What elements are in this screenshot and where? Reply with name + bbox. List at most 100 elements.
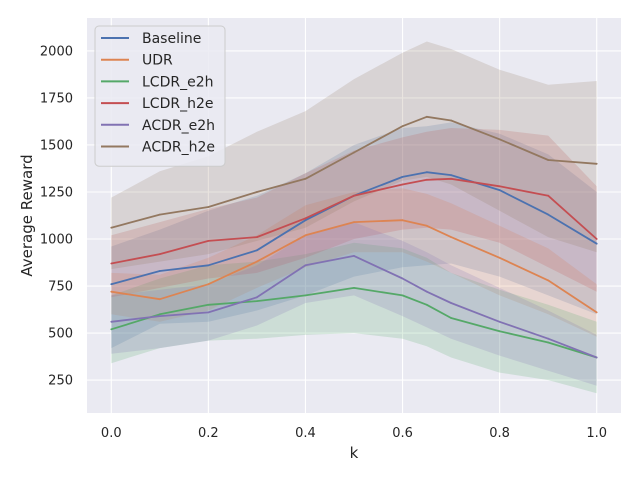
point-acdr-e2h — [547, 337, 550, 340]
point-udr — [353, 221, 355, 224]
point-acdr-e2h — [401, 277, 404, 280]
legend-frame — [94, 25, 226, 167]
point-udr — [304, 234, 307, 237]
point-acdr-e2h — [353, 255, 355, 257]
point-acdr-e2h — [207, 311, 210, 314]
point-acdr-h2e — [450, 119, 452, 122]
line-lcdr-e2h — [111, 287, 597, 359]
x-tick-label: 0.2 — [198, 426, 219, 441]
point-udr — [450, 236, 452, 239]
legend-label-baseline: Baseline — [142, 31, 201, 47]
point-acdr-h2e — [425, 115, 428, 118]
point-udr — [498, 256, 501, 259]
point-baseline — [595, 242, 598, 245]
x-tick-label: 1.0 — [586, 426, 607, 441]
y-tick-label: 750 — [48, 280, 73, 295]
point-udr — [401, 219, 404, 222]
point-lcdr-h2e — [498, 185, 501, 188]
point-acdr-h2e — [256, 191, 258, 193]
point-acdr-e2h — [595, 356, 598, 359]
point-udr — [207, 283, 210, 286]
point-acdr-e2h — [450, 302, 452, 304]
y-tick-label: 1500 — [40, 138, 73, 153]
line-lcdr-h2e — [111, 177, 598, 265]
point-baseline — [256, 249, 258, 252]
point-acdr-e2h — [158, 315, 161, 317]
point-lcdr-h2e — [401, 183, 404, 186]
y-tick-label: 2000 — [40, 44, 73, 59]
point-lcdr-e2h — [425, 303, 428, 306]
band-lcdr-h2e — [111, 128, 597, 298]
point-udr — [595, 311, 598, 314]
line-acdr-e2h — [111, 255, 598, 359]
y-tick-label: 1250 — [40, 185, 73, 200]
point-lcdr-h2e — [207, 240, 210, 242]
x-tick-label: 0.8 — [489, 426, 510, 441]
y-tick-label: 1750 — [40, 91, 73, 106]
point-acdr-h2e — [304, 177, 307, 180]
point-lcdr-h2e — [450, 177, 452, 180]
x-axis-label: k — [350, 444, 359, 462]
legend-label-lcdr-e2h: LCDR_e2h — [142, 74, 213, 90]
point-lcdr-e2h — [158, 313, 161, 316]
point-lcdr-e2h — [110, 328, 113, 331]
point-acdr-h2e — [207, 206, 210, 208]
legend-label-lcdr-h2e: LCDR_h2e — [142, 96, 213, 112]
point-lcdr-e2h — [207, 303, 210, 306]
point-lcdr-e2h — [498, 330, 501, 333]
line-acdr-h2e — [111, 115, 597, 229]
point-acdr-e2h — [425, 290, 428, 293]
y-tick-label: 250 — [48, 374, 73, 389]
point-acdr-e2h — [498, 320, 501, 323]
point-baseline — [498, 189, 501, 192]
series-lines — [110, 115, 598, 359]
y-axis-label: Average Reward — [18, 154, 36, 276]
point-baseline — [158, 270, 161, 272]
legend-label-acdr-h2e: ACDR_h2e — [142, 140, 215, 156]
point-lcdr-h2e — [595, 238, 598, 240]
point-lcdr-e2h — [304, 294, 307, 297]
point-acdr-h2e — [595, 162, 598, 165]
x-tick-label: 0.0 — [101, 426, 122, 441]
y-tick-label: 1000 — [40, 233, 73, 248]
point-lcdr-e2h — [401, 294, 404, 297]
legend-label-udr: UDR — [142, 53, 173, 69]
band-lcdr-e2h — [111, 242, 597, 394]
point-lcdr-e2h — [547, 341, 550, 344]
point-lcdr-h2e — [304, 217, 307, 220]
legend-label-acdr-e2h: ACDR_e2h — [142, 118, 215, 134]
point-udr — [110, 290, 113, 293]
point-lcdr-h2e — [425, 178, 428, 181]
point-acdr-h2e — [547, 159, 550, 161]
point-baseline — [425, 171, 428, 174]
point-lcdr-h2e — [353, 194, 355, 197]
point-lcdr-h2e — [256, 236, 258, 239]
point-acdr-h2e — [158, 213, 161, 216]
point-baseline — [547, 213, 550, 216]
point-lcdr-e2h — [353, 287, 355, 289]
band-baseline — [111, 122, 597, 349]
point-acdr-h2e — [110, 226, 113, 229]
line-baseline — [111, 171, 598, 286]
band-acdr-h2e — [111, 41, 597, 270]
point-baseline — [304, 219, 307, 222]
point-baseline — [110, 283, 113, 286]
y-axis-ticks: 250 500 750 1000 1250 1500 1750 2000 — [40, 44, 73, 388]
y-tick-label: 500 — [48, 327, 73, 342]
point-acdr-h2e — [353, 151, 355, 154]
point-udr — [256, 260, 258, 263]
point-acdr-e2h — [110, 320, 113, 323]
x-axis-ticks: 0.0 0.2 0.4 0.6 0.8 1.0 — [101, 426, 607, 441]
point-acdr-h2e — [498, 138, 501, 141]
point-lcdr-e2h — [450, 317, 452, 319]
band-acdr-e2h — [111, 222, 597, 386]
point-baseline — [401, 176, 404, 178]
point-udr — [158, 298, 161, 301]
point-lcdr-h2e — [158, 253, 161, 256]
point-udr — [425, 224, 428, 227]
x-tick-label: 0.6 — [392, 426, 413, 441]
line-udr — [111, 219, 598, 314]
point-acdr-h2e — [401, 125, 404, 128]
